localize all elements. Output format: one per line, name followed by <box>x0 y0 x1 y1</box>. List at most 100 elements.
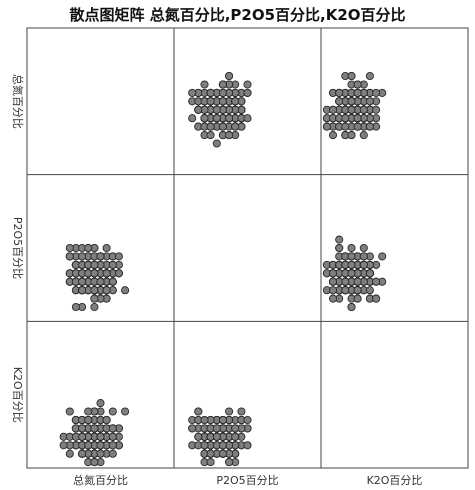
data-point <box>341 277 350 286</box>
data-point <box>365 97 374 106</box>
matrix-points <box>59 71 387 467</box>
data-point <box>90 260 99 269</box>
data-point <box>200 114 209 123</box>
data-point <box>194 407 203 416</box>
data-point <box>353 88 362 97</box>
data-point <box>378 252 387 261</box>
data-point <box>353 294 362 303</box>
data-point <box>243 88 252 97</box>
data-point <box>225 71 234 81</box>
y-axis-label: P2O5百分比 <box>11 217 24 279</box>
data-point <box>78 252 87 261</box>
data-point <box>206 449 215 458</box>
data-point <box>102 269 111 278</box>
data-point <box>108 407 117 416</box>
data-point <box>206 97 215 106</box>
data-point <box>78 449 87 458</box>
data-point <box>90 269 99 278</box>
data-point <box>218 441 227 450</box>
data-point <box>231 122 240 131</box>
data-point <box>90 294 99 303</box>
data-point <box>372 88 381 97</box>
data-point <box>59 441 68 450</box>
data-point <box>84 407 93 416</box>
data-point <box>328 294 338 303</box>
data-point <box>347 97 356 106</box>
data-point <box>108 424 117 433</box>
data-point <box>71 302 80 312</box>
data-point <box>90 286 99 295</box>
data-point <box>102 415 111 425</box>
data-point <box>65 449 74 458</box>
data-point <box>335 235 344 244</box>
data-point <box>237 407 246 416</box>
data-point <box>243 441 252 450</box>
data-point <box>335 243 344 253</box>
data-point <box>225 131 234 140</box>
data-point <box>200 80 209 89</box>
data-point <box>225 114 234 123</box>
matrix-border <box>26 27 469 469</box>
data-point <box>108 432 117 441</box>
data-point <box>353 80 362 89</box>
data-point <box>328 277 338 286</box>
data-point <box>218 88 227 97</box>
data-point <box>96 277 105 286</box>
data-point <box>218 415 227 425</box>
data-point <box>194 105 203 114</box>
data-point <box>96 432 105 441</box>
data-point <box>372 105 381 114</box>
data-point <box>90 458 99 467</box>
data-point <box>243 114 252 123</box>
data-point <box>212 114 221 123</box>
data-point <box>102 243 111 253</box>
data-point <box>365 286 374 295</box>
data-point <box>231 432 240 441</box>
data-point <box>231 424 240 433</box>
data-point <box>365 122 374 131</box>
data-point <box>322 122 331 131</box>
x-axis-label: K2O百分比 <box>367 474 423 487</box>
data-point <box>347 105 356 114</box>
data-point <box>347 243 356 253</box>
data-point <box>212 424 221 433</box>
data-point <box>359 260 368 269</box>
data-point <box>84 441 93 450</box>
data-point <box>84 415 93 425</box>
data-point <box>65 407 74 416</box>
data-point <box>84 243 93 253</box>
data-point <box>335 88 344 97</box>
data-point <box>90 424 99 433</box>
data-point <box>108 277 117 286</box>
data-point <box>102 286 111 295</box>
data-point <box>78 424 87 433</box>
data-point <box>96 441 105 450</box>
data-point <box>328 286 338 295</box>
data-point <box>108 449 117 458</box>
data-point <box>65 252 74 261</box>
data-point <box>206 458 215 467</box>
data-point <box>200 441 209 450</box>
data-point <box>212 432 221 441</box>
y-axis-label: K2O百分比 <box>11 367 24 423</box>
data-point <box>347 71 356 81</box>
data-point <box>341 286 350 295</box>
data-point <box>218 122 227 131</box>
data-point <box>96 252 105 261</box>
data-point <box>328 269 338 278</box>
data-point <box>353 122 362 131</box>
data-point <box>365 71 374 81</box>
data-point <box>108 441 117 450</box>
data-point <box>347 131 356 140</box>
data-point <box>243 80 252 89</box>
data-point <box>206 88 215 97</box>
data-point <box>188 424 197 433</box>
data-point <box>206 122 215 131</box>
data-point <box>225 407 234 416</box>
data-point <box>231 97 240 106</box>
data-point <box>114 269 123 278</box>
data-point <box>200 415 209 425</box>
data-point <box>90 302 99 312</box>
data-point <box>96 399 105 408</box>
data-point <box>353 277 362 286</box>
